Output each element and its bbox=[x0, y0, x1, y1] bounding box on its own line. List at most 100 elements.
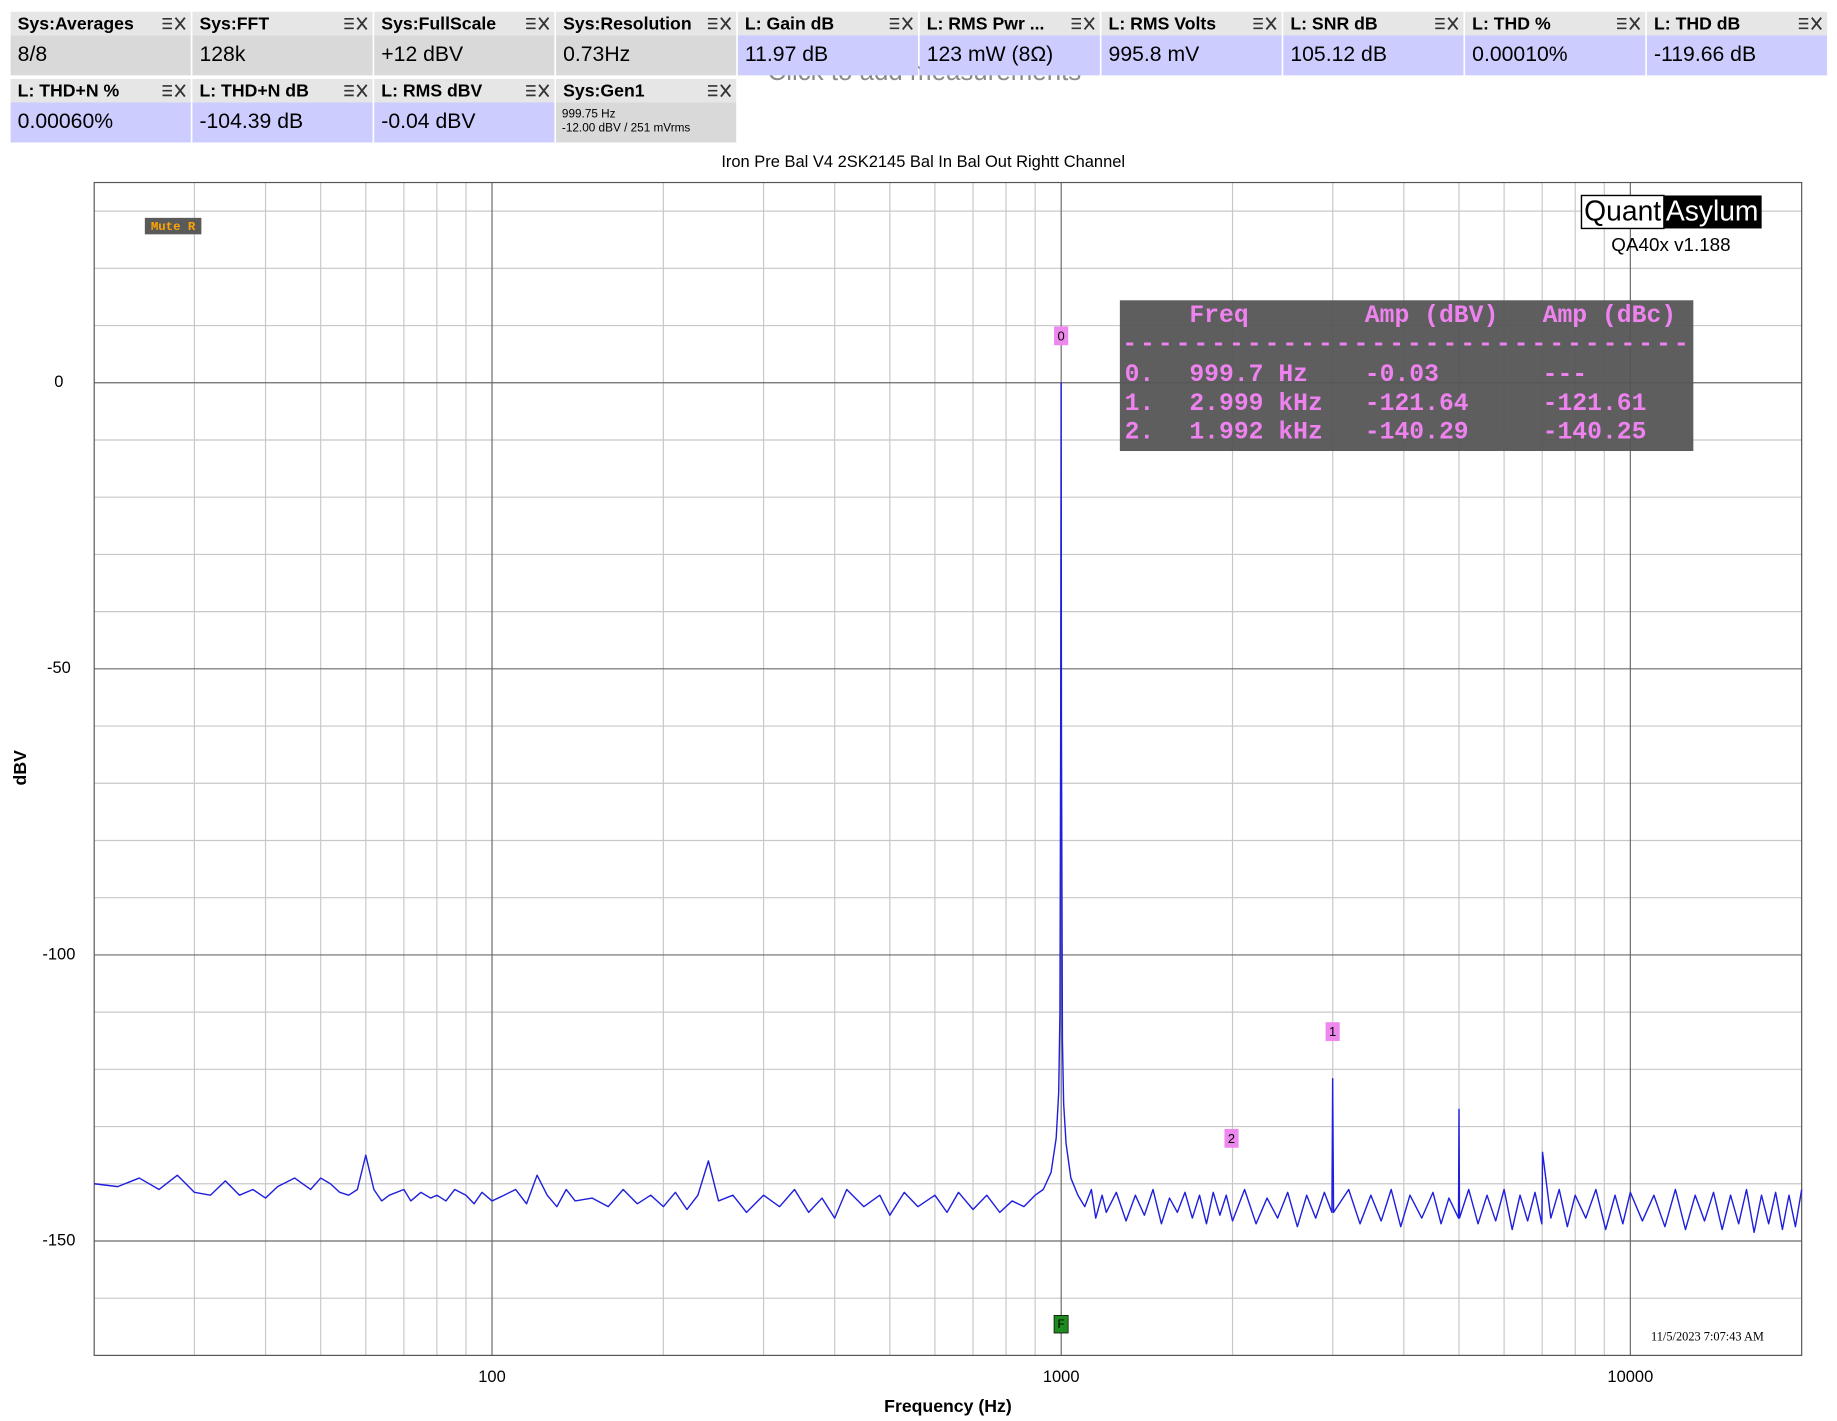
tile-menu-icon bbox=[526, 85, 536, 97]
tile-value: 8/8 bbox=[18, 43, 47, 66]
tile-header bbox=[374, 78, 555, 103]
logo-text: Quant bbox=[1584, 195, 1661, 227]
peak-table-dbc: --- bbox=[1543, 361, 1588, 389]
peak-marker: 1 bbox=[1325, 1022, 1340, 1042]
measurement-tile[interactable]: Sys:Averages 8/8 bbox=[10, 11, 191, 76]
tile-close-icon[interactable] bbox=[538, 17, 550, 31]
measurement-tile[interactable]: Sys:Resolution 0.73Hz bbox=[556, 11, 737, 76]
tile-menu-icon bbox=[1435, 18, 1445, 30]
tile-value: 128k bbox=[199, 43, 245, 66]
tile-close-icon[interactable] bbox=[356, 17, 368, 31]
tile-close-icon[interactable] bbox=[174, 84, 186, 98]
tile-header bbox=[556, 78, 737, 103]
measurement-tile[interactable]: L: Gain dB 11.97 dB bbox=[737, 11, 919, 76]
tile-title: L: Gain dB bbox=[745, 13, 834, 33]
plot-area: -150 -100 -50 0 100 1000 10000 0 1 2 F Freq Amp (dBV… bbox=[42, 181, 1803, 1386]
measurement-tile[interactable]: L: THD dB -119.66 dB bbox=[1646, 11, 1828, 76]
measurement-tile[interactable]: L: THD+N % 0.00060% bbox=[10, 78, 191, 143]
tile-menu-icon bbox=[707, 18, 718, 30]
fundamental-marker-label: F bbox=[1058, 1318, 1065, 1331]
tile-body bbox=[1283, 35, 1464, 76]
peak-marker-box bbox=[1054, 326, 1069, 346]
x-tick-label: 100 bbox=[478, 1368, 505, 1386]
tile-value: 105.12 dB bbox=[1290, 43, 1387, 66]
y-tick-label: -150 bbox=[42, 1231, 75, 1249]
peak-marker: 0 bbox=[1054, 326, 1069, 346]
peak-table-freq: 2.999 kHz bbox=[1189, 390, 1323, 418]
logo-left-bg bbox=[1580, 194, 1665, 230]
peak-marker-box bbox=[1224, 1128, 1239, 1148]
measurement-tile[interactable]: L: THD % 0.00010% bbox=[1465, 11, 1646, 76]
tile-close-icon[interactable] bbox=[1265, 17, 1277, 31]
tile-menu-icon bbox=[889, 18, 900, 30]
measurement-tile[interactable]: L: RMS Volts 995.8 mV bbox=[1101, 11, 1282, 76]
y-tick-label: -100 bbox=[42, 945, 75, 963]
tile-header bbox=[737, 11, 919, 36]
tile-title: L: THD dB bbox=[1654, 13, 1740, 33]
tile-body bbox=[10, 102, 191, 143]
measurement-tile[interactable]: L: RMS dBV -0.04 dBV bbox=[374, 78, 555, 143]
tile-body bbox=[1646, 35, 1828, 76]
measurement-tile[interactable]: Sys:FullScale +12 dBV bbox=[374, 11, 555, 76]
tile-close-icon[interactable] bbox=[174, 17, 186, 31]
tile-menu-icon bbox=[526, 18, 536, 30]
tile-value: 123 mW (8Ω) bbox=[927, 43, 1054, 66]
tile-close-icon[interactable] bbox=[1629, 17, 1641, 31]
peak-table-bg bbox=[1119, 300, 1694, 452]
tile-header bbox=[1646, 11, 1828, 36]
chart-title: Iron Pre Bal V4 2SK2145 Bal In Bal Out R… bbox=[721, 153, 1125, 171]
x-axis-label: Frequency (Hz) bbox=[884, 1396, 1012, 1416]
tile-body bbox=[1465, 35, 1646, 76]
tile-value: -104.39 dB bbox=[199, 110, 303, 133]
peak-table-dbc: -121.61 bbox=[1543, 390, 1647, 418]
tile-title: L: RMS Volts bbox=[1109, 13, 1217, 33]
tile-title: L: THD % bbox=[1472, 13, 1551, 33]
tile-close-icon[interactable] bbox=[901, 17, 913, 31]
tile-close-icon[interactable] bbox=[720, 17, 732, 31]
mute-badge: Mute R bbox=[151, 220, 196, 234]
x-tick-label: 1000 bbox=[1043, 1368, 1080, 1386]
y-tick-label: -50 bbox=[47, 659, 71, 677]
tile-header bbox=[10, 78, 191, 103]
tile-body bbox=[192, 102, 373, 143]
measurement-tile[interactable]: L: SNR dB 105.12 dB bbox=[1283, 11, 1464, 76]
tile-title: L: THD+N dB bbox=[199, 81, 308, 101]
measurement-tile[interactable]: L: RMS Pwr ... 123 mW (8Ω) bbox=[919, 11, 1100, 76]
tile-body bbox=[10, 35, 191, 76]
tile-menu-icon bbox=[1798, 18, 1809, 30]
tile-close-icon[interactable] bbox=[1083, 17, 1095, 31]
tile-menu-icon bbox=[707, 85, 718, 97]
spectrum-line bbox=[94, 382, 1803, 1234]
tile-value: 0.00060% bbox=[18, 110, 114, 133]
tile-value: 0.73Hz bbox=[563, 43, 630, 66]
measurement-tile[interactable]: L: THD+N dB -104.39 dB bbox=[192, 78, 373, 143]
tile-title: L: THD+N % bbox=[18, 81, 120, 101]
tile-value: +12 dBV bbox=[381, 43, 464, 66]
plot-frame bbox=[93, 181, 1803, 1356]
tile-header bbox=[1101, 11, 1282, 36]
tile-close-icon[interactable] bbox=[1811, 17, 1822, 31]
tile-body bbox=[556, 102, 737, 143]
tile-close-icon[interactable] bbox=[356, 84, 368, 98]
peak-marker-label: 2 bbox=[1228, 1131, 1235, 1146]
tile-header bbox=[1283, 11, 1464, 36]
tile-close-icon[interactable] bbox=[1447, 17, 1459, 31]
measurement-tile[interactable]: Sys:FFT 128k bbox=[192, 11, 373, 76]
tile-menu-icon bbox=[1253, 18, 1263, 30]
tile-body bbox=[919, 35, 1100, 76]
peak-table-amp: -0.03 bbox=[1365, 361, 1439, 389]
tile-menu-icon bbox=[1617, 18, 1627, 30]
peak-table-index: 0. bbox=[1125, 361, 1155, 389]
logo-right-bg bbox=[1663, 195, 1762, 229]
peak-table-amp: -140.29 bbox=[1365, 419, 1469, 447]
tile-header bbox=[1465, 11, 1646, 36]
tile-header bbox=[556, 11, 737, 36]
tile-close-icon[interactable] bbox=[720, 84, 732, 98]
tile-close-icon[interactable] bbox=[538, 84, 550, 98]
tile-menu-icon bbox=[344, 85, 354, 97]
measurement-tile[interactable]: Sys:Gen1 999.75 Hz-12.00 dBV / 251 mVrms bbox=[556, 78, 737, 143]
tile-value: 995.8 mV bbox=[1109, 43, 1201, 66]
peak-marker-label: 0 bbox=[1058, 328, 1065, 343]
tile-body bbox=[374, 102, 555, 143]
